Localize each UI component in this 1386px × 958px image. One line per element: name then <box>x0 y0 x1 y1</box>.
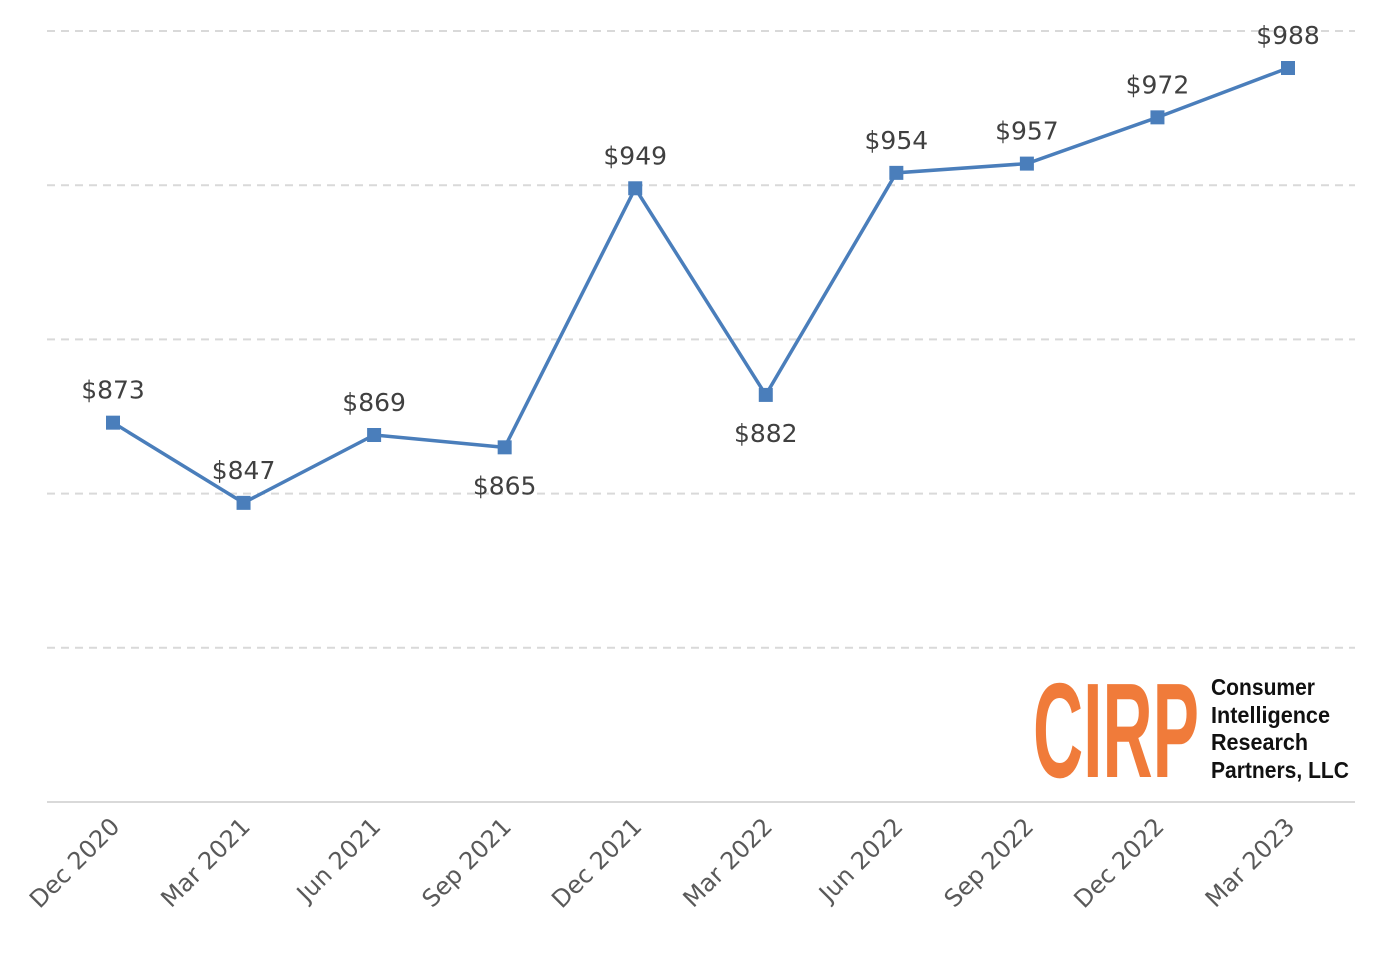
data-label: $882 <box>734 419 798 448</box>
x-tick-label: Jun 2022 <box>812 812 908 908</box>
data-label: $988 <box>1256 21 1320 50</box>
data-label: $865 <box>473 471 537 500</box>
marker <box>889 165 904 180</box>
data-label: $873 <box>81 376 145 405</box>
marker <box>106 415 120 430</box>
data-label: $957 <box>995 117 1059 146</box>
data-label: $954 <box>865 126 929 155</box>
logo-line: Research <box>1211 729 1308 755</box>
marker <box>236 495 251 510</box>
marker <box>758 387 773 402</box>
data-label: $869 <box>342 388 406 417</box>
data-label: $847 <box>212 456 276 485</box>
x-tick-label: Dec 2022 <box>1068 812 1169 913</box>
marker <box>367 428 382 443</box>
logo-line: Intelligence <box>1211 702 1330 728</box>
logo-line: Consumer <box>1211 674 1315 700</box>
x-tick-label: Dec 2021 <box>546 812 647 913</box>
data-label: $949 <box>603 141 667 170</box>
x-tick-label: Dec 2020 <box>24 812 125 913</box>
x-tick-label: Sep 2022 <box>939 812 1039 912</box>
marker <box>1150 110 1165 125</box>
x-tick-label: Mar 2022 <box>678 812 778 912</box>
x-tick-label: Mar 2021 <box>155 812 255 912</box>
marker <box>1281 61 1295 76</box>
x-tick-label: Mar 2023 <box>1200 812 1300 912</box>
logo-mark: CIRP <box>1033 655 1199 806</box>
line <box>112 66 1289 505</box>
logo-line: Partners, LLC <box>1211 757 1349 783</box>
x-tick-label: Sep 2021 <box>417 812 517 912</box>
x-tick-label: Jun 2021 <box>290 812 386 908</box>
marker <box>1019 156 1034 171</box>
data-label: $972 <box>1126 70 1190 99</box>
marker <box>497 440 512 455</box>
marker <box>628 181 643 196</box>
